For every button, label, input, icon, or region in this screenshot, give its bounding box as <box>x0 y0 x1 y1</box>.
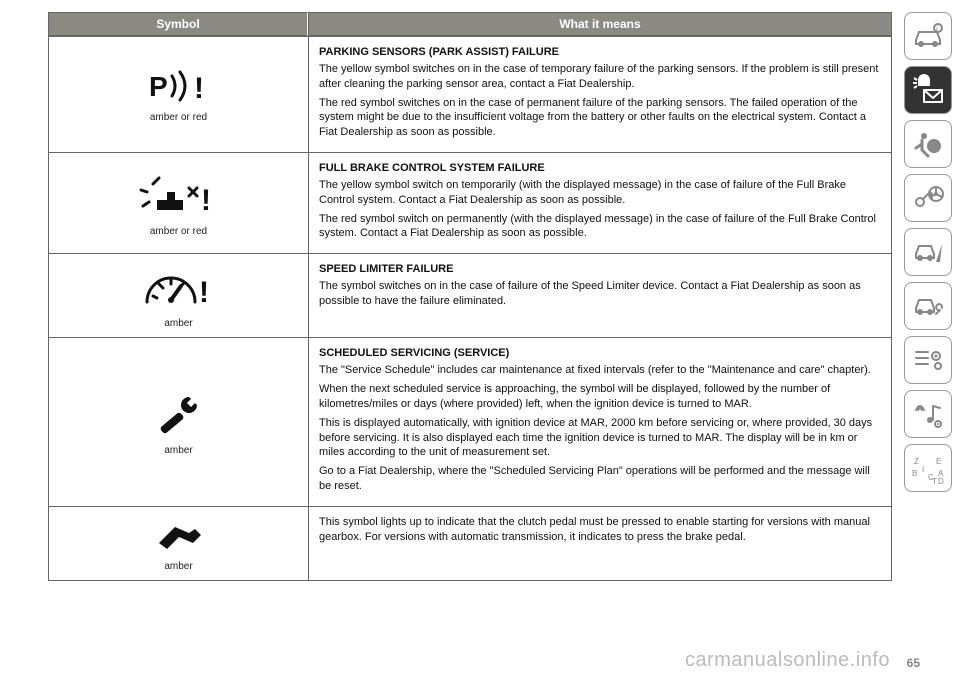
table-row: ! amber SPEED LIMITER FAILURE The symbol s… <box>48 253 892 337</box>
nav-safety[interactable] <box>904 120 952 168</box>
watermark: carmanualsonline.info <box>685 649 890 672</box>
meaning-paragraph: The red symbol switch on permanently (wi… <box>319 212 881 242</box>
meaning-paragraph: The "Service Schedule" includes car main… <box>319 363 881 378</box>
nav-road[interactable] <box>904 228 952 276</box>
svg-text:B: B <box>912 469 917 478</box>
symbol-caption: amber <box>164 318 192 329</box>
nav-settings[interactable] <box>904 336 952 384</box>
symbol-cell: ! amber <box>48 254 308 337</box>
speedlimiter-icon: ! <box>139 262 219 312</box>
clutch-icon <box>149 515 209 555</box>
svg-text:Z: Z <box>914 457 919 466</box>
meaning-cell: This symbol lights up to indicate that t… <box>308 507 892 580</box>
nav-car-info[interactable]: i <box>904 12 952 60</box>
meaning-title: FULL BRAKE CONTROL SYSTEM FAILURE <box>319 161 881 176</box>
meaning-title: SPEED LIMITER FAILURE <box>319 262 881 277</box>
meaning-cell: PARKING SENSORS (PARK ASSIST) FAILURE The… <box>308 37 892 152</box>
table-row: P ! amber or redPARKING SENSORS (PARK AS… <box>48 36 892 152</box>
meaning-paragraph: This is displayed automatically, with ig… <box>319 416 881 461</box>
symbol-cell: amber <box>48 338 308 506</box>
nav-index[interactable]: Z E B A I C T D <box>904 444 952 492</box>
header-symbol: Symbol <box>48 12 308 36</box>
page-number: 65 <box>907 656 920 670</box>
meaning-paragraph: When the next scheduled service is appro… <box>319 382 881 412</box>
symbol-cell: ! amber or red <box>48 153 308 253</box>
nav-service[interactable] <box>904 282 952 330</box>
table-row: ! amber or redFULL BRAKE CONTROL SYSTEM … <box>48 152 892 253</box>
symbol-cell: amber <box>48 507 308 580</box>
meaning-title: SCHEDULED SERVICING (SERVICE) <box>319 346 881 361</box>
nav-warnings[interactable] <box>904 66 952 114</box>
meaning-paragraph: The red symbol switches on in the case o… <box>319 96 881 141</box>
meaning-paragraph: The yellow symbol switches on in the cas… <box>319 62 881 92</box>
page: Symbol What it means P ! amber or redPAR… <box>0 0 960 678</box>
parking-icon: P ! <box>144 66 214 106</box>
svg-text:D: D <box>938 477 944 486</box>
main-content: Symbol What it means P ! amber or redPAR… <box>0 0 900 678</box>
meaning-paragraph: The symbol switches on in the case of fa… <box>319 279 881 309</box>
symbol-caption: amber <box>164 445 192 456</box>
service-icon <box>149 389 209 439</box>
table-row: amber SCHEDULED SERVICING (SERVICE) The "S… <box>48 337 892 506</box>
meaning-cell: SPEED LIMITER FAILURE The symbol switches… <box>308 254 892 337</box>
svg-text:I: I <box>922 465 924 474</box>
meaning-paragraph: The yellow symbol switch on temporarily … <box>319 178 881 208</box>
svg-text:!: ! <box>201 184 211 217</box>
sidebar-nav: i <box>900 0 960 678</box>
meaning-paragraph: This symbol lights up to indicate that t… <box>319 515 881 545</box>
table-body: P ! amber or redPARKING SENSORS (PARK AS… <box>48 36 892 581</box>
symbol-caption: amber or red <box>150 112 207 123</box>
meaning-title: PARKING SENSORS (PARK ASSIST) FAILURE <box>319 45 881 60</box>
table-header: Symbol What it means <box>48 12 892 36</box>
nav-key-wheel[interactable] <box>904 174 952 222</box>
fullbrake-icon: ! <box>139 170 219 220</box>
header-meaning: What it means <box>308 12 892 36</box>
nav-media[interactable] <box>904 390 952 438</box>
symbol-caption: amber <box>164 561 192 572</box>
svg-text:!: ! <box>194 72 204 105</box>
meaning-paragraph: Go to a Fiat Dealership, where the "Sche… <box>319 464 881 494</box>
svg-text:P: P <box>149 71 168 102</box>
svg-text:T: T <box>932 477 937 486</box>
meaning-cell: FULL BRAKE CONTROL SYSTEM FAILURE The yel… <box>308 153 892 253</box>
meaning-cell: SCHEDULED SERVICING (SERVICE) The "Servic… <box>308 338 892 506</box>
svg-text:E: E <box>936 457 941 466</box>
svg-text:!: ! <box>199 276 209 309</box>
symbol-caption: amber or red <box>150 226 207 237</box>
table-row: amber This symbol lights up to indicate t… <box>48 506 892 581</box>
symbol-cell: P ! amber or red <box>48 37 308 152</box>
